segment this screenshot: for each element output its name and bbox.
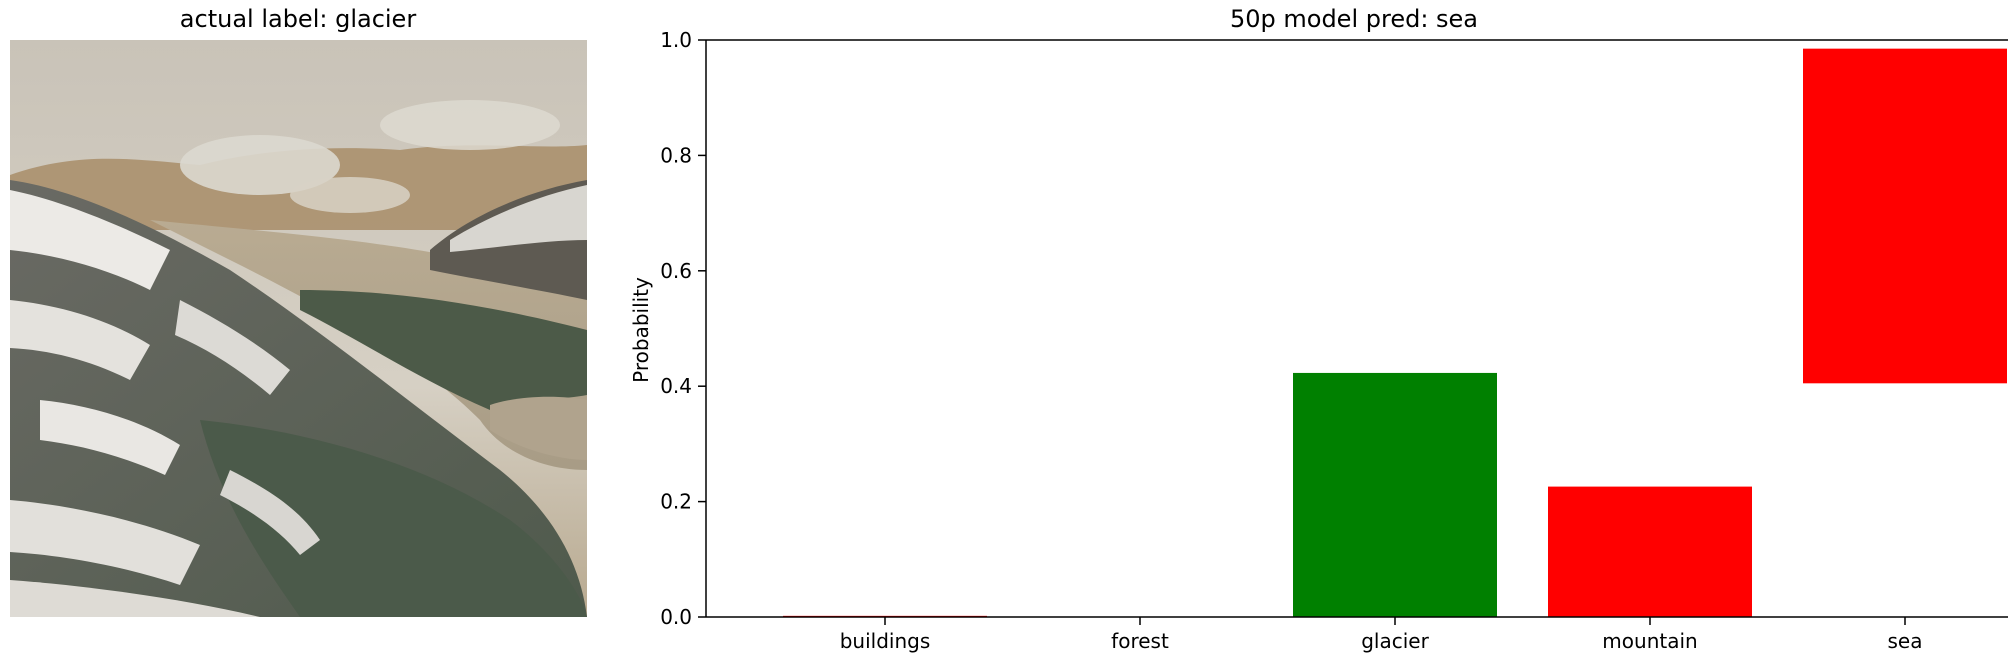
bar-sea <box>1803 48 2007 384</box>
x-tick-label-mountain: mountain <box>1602 629 1697 653</box>
y-tick-label: 0.2 <box>660 490 692 514</box>
y-tick-label: 1.0 <box>660 28 692 52</box>
y-tick-label: 0.6 <box>660 259 692 283</box>
y-tick-label: 0.4 <box>660 374 692 398</box>
y-axis-label: Probability <box>629 277 653 383</box>
bar-glacier <box>1293 372 1497 617</box>
x-tick-label-sea: sea <box>1888 629 1923 653</box>
glacier-photo <box>10 40 587 617</box>
bars-group <box>783 48 2007 617</box>
image-panel-title: actual label: glacier <box>180 5 417 33</box>
y-ticks: 0.0 0.2 0.4 0.6 0.8 1.0 <box>660 28 706 629</box>
chart-title: 50p model pred: sea <box>1230 5 1478 33</box>
x-tick-label-glacier: glacier <box>1361 629 1429 653</box>
y-tick-label: 0.0 <box>660 605 692 629</box>
bar-mountain <box>1548 486 1752 617</box>
x-tick-label-forest: forest <box>1111 629 1169 653</box>
x-tick-label-buildings: buildings <box>840 629 931 653</box>
x-ticks: buildings forest glacier mountain sea <box>840 617 1923 653</box>
y-tick-label: 0.8 <box>660 143 692 167</box>
